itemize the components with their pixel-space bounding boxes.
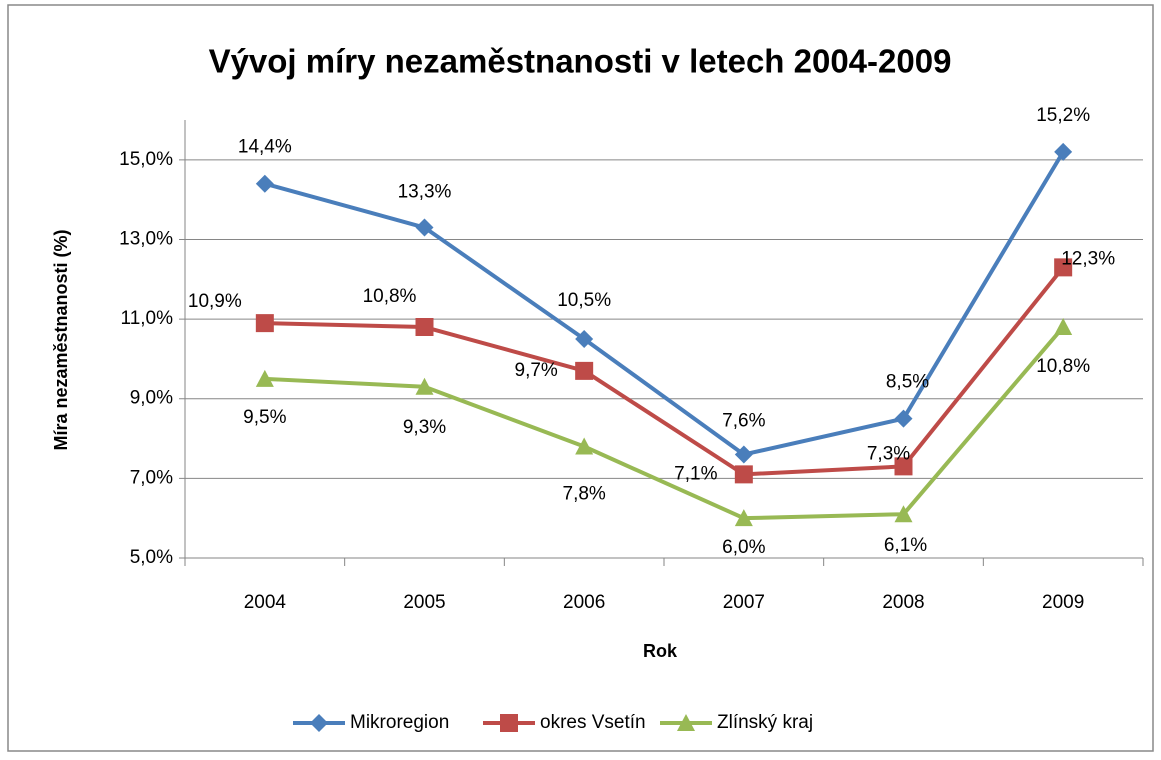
- series-line: [264, 150, 1065, 457]
- data-label: 7,8%: [563, 484, 606, 505]
- y-axis-label: Míra nezaměstnanosti (%): [51, 229, 71, 450]
- point-marker: [894, 505, 913, 523]
- data-label: 14,4%: [238, 137, 292, 158]
- x-tick-label: 2008: [882, 592, 924, 613]
- legend-label: okres Vsetín: [540, 712, 646, 733]
- point-marker: [1054, 318, 1073, 336]
- legend-label: Zlínský kraj: [717, 712, 813, 733]
- series-line: [264, 325, 1065, 521]
- point-marker: [255, 314, 274, 333]
- data-label: 6,1%: [884, 535, 927, 556]
- y-tick-label: 11,0%: [121, 308, 174, 329]
- legend-marker: [500, 714, 518, 732]
- x-tick-label: 2005: [403, 592, 445, 613]
- point-marker: [415, 218, 434, 237]
- point-marker: [1054, 258, 1073, 277]
- point-marker: [734, 445, 753, 464]
- data-label: 8,5%: [886, 372, 929, 393]
- y-tick-label: 7,0%: [130, 467, 173, 488]
- data-label: 15,2%: [1036, 105, 1090, 126]
- point-marker: [575, 330, 594, 348]
- data-label: 13,3%: [398, 182, 452, 203]
- y-tick-label: 13,0%: [119, 228, 173, 249]
- data-label: 10,5%: [557, 290, 611, 311]
- data-label: 9,3%: [403, 417, 446, 438]
- y-tick-label: 15,0%: [119, 149, 173, 170]
- data-label: 10,8%: [1036, 356, 1090, 377]
- point-marker: [894, 409, 913, 428]
- legend-label: Mikroregion: [350, 712, 449, 733]
- y-tick-label: 5,0%: [130, 547, 173, 568]
- data-label: 7,6%: [722, 410, 765, 431]
- data-label: 9,5%: [243, 407, 286, 428]
- point-marker: [1054, 142, 1073, 161]
- data-label: 9,7%: [515, 360, 558, 381]
- point-marker: [734, 509, 753, 527]
- x-tick-label: 2004: [244, 592, 287, 613]
- series-line: [264, 266, 1065, 477]
- data-label: 10,8%: [363, 286, 417, 307]
- point-marker: [255, 174, 274, 193]
- data-label: 7,3%: [867, 443, 910, 464]
- point-marker: [734, 465, 753, 484]
- point-marker: [415, 318, 434, 337]
- legend-marker: [677, 714, 695, 731]
- point-marker: [575, 437, 594, 455]
- x-axis-label: Rok: [643, 641, 678, 661]
- point-marker: [255, 369, 274, 387]
- point-marker: [894, 457, 913, 476]
- x-tick-label: 2007: [723, 592, 765, 613]
- x-tick-label: 2006: [563, 592, 605, 613]
- data-label: 10,9%: [188, 291, 242, 312]
- chart-title: Vývoj míry nezaměstnanosti v letech 2004…: [209, 43, 952, 80]
- legend-marker: [310, 714, 328, 732]
- point-marker: [575, 361, 594, 380]
- data-label: 12,3%: [1061, 248, 1115, 269]
- y-tick-label: 9,0%: [130, 388, 173, 409]
- data-label: 7,1%: [674, 463, 717, 484]
- x-tick-label: 2009: [1042, 592, 1084, 613]
- data-label: 6,0%: [722, 537, 765, 558]
- point-marker: [415, 377, 434, 395]
